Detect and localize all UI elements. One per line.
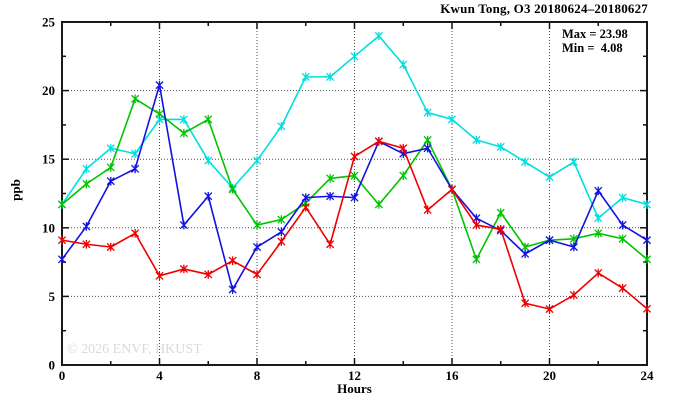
- x-tick-label: 16: [446, 368, 460, 383]
- x-tick-label: 8: [254, 368, 261, 383]
- red-series-markers: [57, 137, 652, 314]
- y-tick-label: 0: [49, 358, 56, 373]
- x-axis-title: Hours: [337, 381, 372, 396]
- y-tick-label: 20: [42, 83, 55, 98]
- plot-frame: [61, 21, 648, 366]
- watermark: © 2026 ENVF, HKUST: [67, 342, 202, 357]
- max-value-label: Max = 23.98: [562, 27, 628, 41]
- x-tick-label: 20: [543, 368, 556, 383]
- y-tick-label: 5: [49, 289, 56, 304]
- y-tick-label: 15: [42, 152, 56, 167]
- x-tick-label: 24: [641, 368, 655, 383]
- min-value-label: Min = 4.08: [562, 41, 623, 55]
- x-tick-label: 12: [348, 368, 361, 383]
- chart-title: Kwun Tong, O3 20180624–20180627: [440, 1, 648, 16]
- y-tick-label: 25: [42, 15, 56, 30]
- x-tick-label: 4: [156, 368, 163, 383]
- x-tick-label: 0: [59, 368, 66, 383]
- y-axis-title: ppb: [8, 179, 23, 201]
- y-tick-label: 10: [42, 220, 55, 235]
